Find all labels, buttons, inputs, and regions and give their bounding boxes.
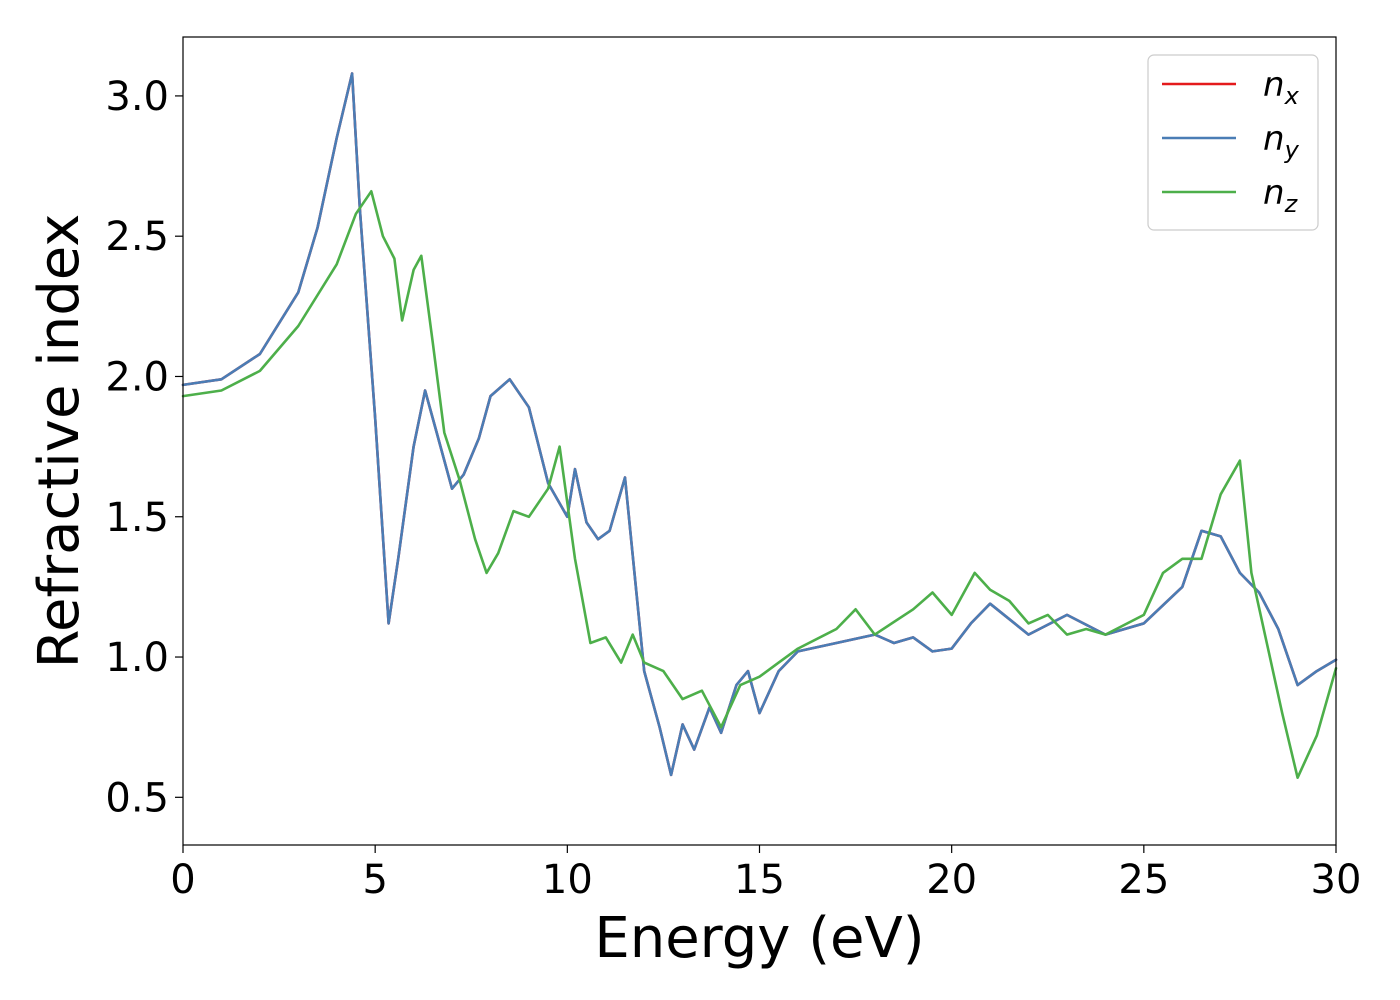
- y-tick-label: 1.0: [105, 635, 169, 681]
- legend-label-x: nx: [1263, 65, 1300, 110]
- legend-label-subscript: y: [1284, 136, 1300, 164]
- legend-label-subscript: x: [1284, 82, 1300, 110]
- legend-label-base: n: [1263, 119, 1285, 159]
- legend-label-subscript: z: [1284, 190, 1299, 218]
- y-axis: 0.5 1.0 1.5 2.0 2.5 3.0: [105, 74, 183, 821]
- x-tick-label: 5: [362, 857, 387, 903]
- x-tick-label: 30: [1311, 857, 1362, 903]
- y-tick-label: 3.0: [105, 74, 169, 120]
- y-tick-label: 1.5: [105, 495, 169, 541]
- x-tick-label: 20: [926, 857, 977, 903]
- legend-label-y: ny: [1263, 119, 1300, 164]
- legend-label-z: nz: [1263, 173, 1299, 218]
- y-tick-label: 0.5: [105, 775, 169, 821]
- x-axis-title: Energy (eV): [594, 906, 924, 971]
- legend-box: [1147, 54, 1319, 231]
- legend-label-base: n: [1263, 173, 1285, 213]
- x-tick-label: 25: [1118, 857, 1169, 903]
- series-layer: [181, 72, 1338, 779]
- x-tick-label: 0: [170, 857, 195, 903]
- x-tick-label: 15: [734, 857, 785, 903]
- y-tick-label: 2.0: [105, 354, 169, 400]
- x-tick-label: 10: [542, 857, 593, 903]
- y-axis-title: Refractive index: [27, 214, 92, 669]
- y-tick-label: 2.5: [105, 214, 169, 260]
- series-line-n-z: [181, 190, 1338, 779]
- legend-label-base: n: [1263, 65, 1285, 105]
- x-axis: 0 5 10 15 20 25 30: [170, 845, 1361, 903]
